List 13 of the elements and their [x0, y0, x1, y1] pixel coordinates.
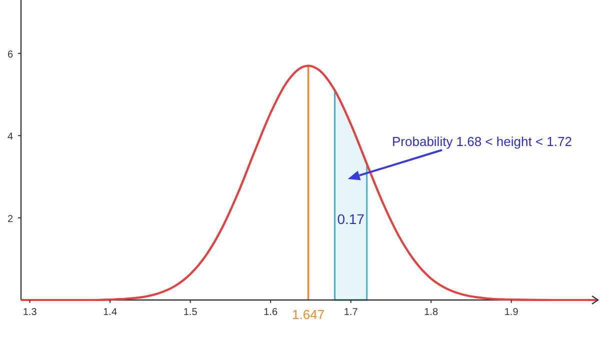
y-tick-label: 4: [7, 132, 14, 143]
x-tick-label: 1.3: [22, 307, 38, 318]
ref-line-label: 1.647: [292, 307, 325, 322]
y-tick-label: 6: [7, 49, 14, 60]
x-tick-label: 1.6: [264, 307, 278, 318]
x-tick-label: 1.4: [103, 307, 118, 318]
annotation: Probability 1.68 < height < 1.72: [392, 134, 572, 149]
annotation: 0.17: [337, 211, 365, 227]
x-tick-label: 1.7: [344, 307, 358, 318]
x-tick-label: 1.5: [183, 307, 198, 318]
x-tick-label: 1.9: [504, 307, 519, 318]
x-tick-label: 1.8: [424, 307, 438, 318]
y-tick-label: 2: [7, 214, 14, 225]
